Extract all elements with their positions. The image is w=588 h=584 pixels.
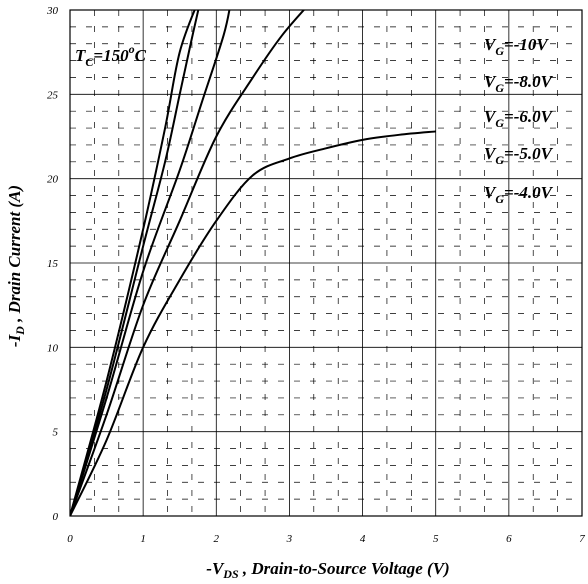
plot-border: [69, 9, 583, 517]
y-tick-label: 20: [47, 174, 59, 186]
x-tick-label: 3: [286, 533, 293, 545]
series-label-sub: G: [495, 116, 504, 130]
series-line-1: [70, 10, 196, 516]
series-label-prefix: V: [484, 183, 497, 202]
y-tick-label: 25: [47, 89, 59, 101]
series-group: [70, 10, 436, 516]
series-label-prefix: V: [484, 35, 497, 54]
x-tick-label: 6: [506, 533, 512, 545]
tick-labels: 0 1 2 3 4 5 6 7 0 5 10 15 20 25 30: [46, 5, 585, 545]
y-tick-label: 0: [53, 511, 59, 523]
series-label-sub: G: [495, 81, 504, 95]
series-line-3: [70, 10, 231, 516]
series-label-prefix: V: [484, 144, 497, 163]
series-label-value: =-6.0V: [504, 107, 554, 126]
series-label-3: VG=-6.0V: [484, 107, 554, 130]
grid: [70, 10, 582, 516]
series-line-5: [70, 130, 436, 516]
series-label-4: VG=-5.0V: [484, 144, 554, 167]
series-label-sub: G: [495, 44, 504, 58]
x-tick-label: 2: [214, 533, 220, 545]
series-label-value: =-5.0V: [504, 144, 554, 163]
x-tick-label: 4: [360, 533, 366, 545]
plot-frame: [69, 9, 583, 517]
series-label-prefix: V: [484, 72, 497, 91]
y-axis-label: -ID , Drain Current (A): [5, 185, 27, 347]
x-tick-label: 5: [433, 533, 439, 545]
y-tick-label: 15: [47, 258, 59, 270]
x-tick-label: 7: [579, 533, 585, 545]
series-label-2: VG=-8.0V: [484, 72, 554, 95]
series-label-prefix: V: [484, 107, 497, 126]
x-tick-label: 0: [67, 533, 73, 545]
series-label-value: =-4.0V: [504, 183, 554, 202]
x-axis-label: -VDS , Drain-to-Source Voltage (V): [206, 559, 449, 581]
series-label-value: =-8.0V: [504, 72, 554, 91]
y-tick-label: 10: [47, 342, 59, 354]
series-label-5: VG=-4.0V: [484, 183, 554, 206]
series-line-2: [70, 10, 200, 516]
temperature-annotation: TC=150oC: [75, 42, 147, 69]
series-line-4: [70, 10, 306, 516]
series-label-sub: G: [495, 192, 504, 206]
series-label-value: =-10V: [504, 35, 549, 54]
series-label-sub: G: [495, 153, 504, 167]
x-tick-label: 1: [140, 533, 146, 545]
y-tick-label: 5: [53, 427, 59, 439]
y-tick-label: 30: [46, 5, 59, 17]
series-label-1: VG=-10V: [484, 35, 549, 58]
